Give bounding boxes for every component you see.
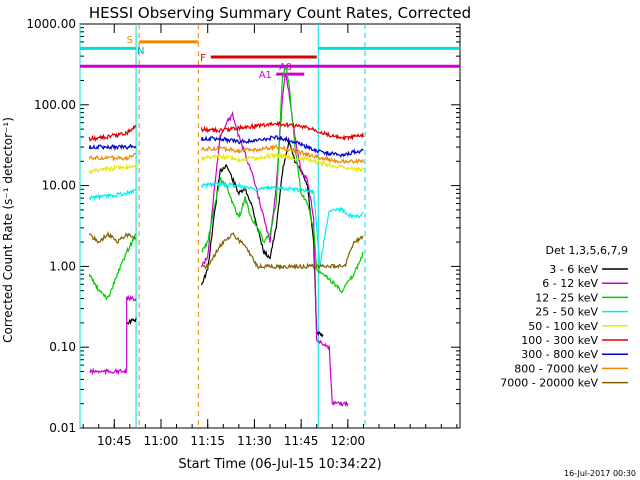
x-tick-label: 12:00 xyxy=(331,434,366,448)
y-axis-label: Corrected Count Rate (s⁻¹ detector⁻¹) xyxy=(1,117,15,343)
series-line xyxy=(88,163,137,175)
y-tick-label: 1000.00 xyxy=(26,17,76,31)
legend-entry-label: 12 - 25 keV xyxy=(535,291,598,304)
series-line xyxy=(200,231,364,271)
legend-entry-label: 100 - 300 keV xyxy=(521,334,598,347)
x-tick-label: 10:45 xyxy=(97,434,132,448)
x-tick-label: 11:30 xyxy=(237,434,272,448)
series-line xyxy=(88,152,137,162)
series-line xyxy=(200,151,364,174)
y-tick-label: 10.00 xyxy=(42,179,76,193)
footer-timestamp: 16-Jul-2017 00:30 xyxy=(564,469,636,478)
series-line xyxy=(200,141,324,338)
flag-label: F xyxy=(200,53,206,64)
series-line xyxy=(88,230,137,244)
series-line xyxy=(200,135,364,158)
y-tick-label: 1.00 xyxy=(49,259,76,273)
flag-label: N xyxy=(137,46,144,57)
legend-entry-label: 300 - 800 keV xyxy=(521,348,598,361)
legend-entry-label: 3 - 6 keV xyxy=(549,263,598,276)
plot-area: 1000.00 100.00 10.00 1.00 0.10 0.01 10:45 11:00… xyxy=(26,17,461,448)
series-line xyxy=(126,317,137,326)
series-line xyxy=(200,181,364,268)
legend-entry-label: 800 - 7000 keV xyxy=(514,362,598,375)
legend-entry-label: 25 - 50 keV xyxy=(535,306,598,319)
x-tick-label: 11:15 xyxy=(190,434,225,448)
legend-entry-label: 7000 - 20000 keV xyxy=(500,377,598,390)
plot-frame xyxy=(79,23,461,429)
series-line xyxy=(88,143,137,152)
series-line xyxy=(88,233,137,301)
y-tick-label: 0.10 xyxy=(49,340,76,354)
x-axis-label: Start Time (06-Jul-15 10:34:22) xyxy=(178,457,381,472)
series-line xyxy=(89,294,137,376)
series-line xyxy=(200,143,364,165)
legend-entry-label: 6 - 12 keV xyxy=(542,277,598,290)
series-line xyxy=(88,124,137,143)
series-line xyxy=(201,65,364,294)
x-tick-label: 11:00 xyxy=(144,434,179,448)
x-tick-label: 11:45 xyxy=(284,434,319,448)
series-line xyxy=(200,120,364,142)
legend-entry-label: 50 - 100 keV xyxy=(528,320,598,333)
legend-title: Det 1,3,5,6,7,9 xyxy=(545,244,628,257)
y-tick-label: 0.01 xyxy=(49,421,76,435)
flag-label: A1 xyxy=(259,70,272,81)
series-line xyxy=(88,188,137,202)
series-line xyxy=(201,73,349,408)
flag-label: S xyxy=(127,35,133,46)
chart-title: HESSI Observing Summary Count Rates, Cor… xyxy=(89,4,471,22)
y-tick-label: 100.00 xyxy=(34,98,76,112)
